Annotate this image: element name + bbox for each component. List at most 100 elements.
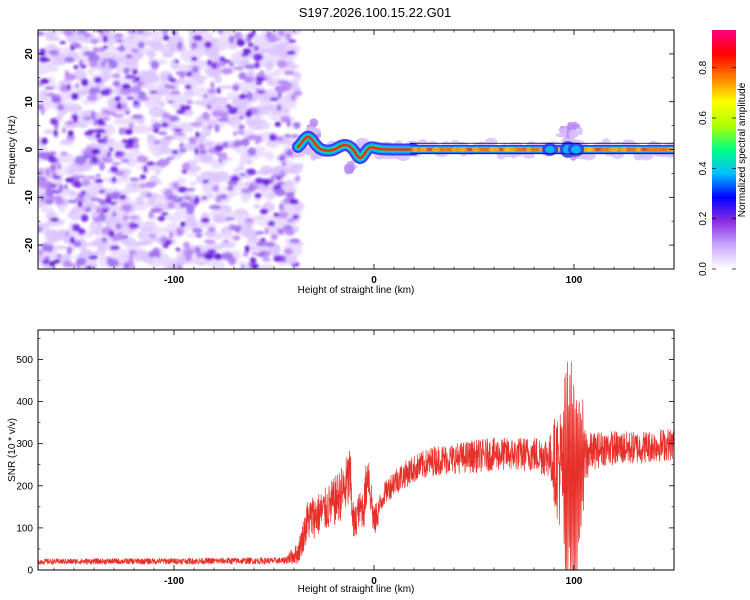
noise-blob bbox=[201, 196, 207, 200]
noise-blob bbox=[137, 41, 145, 49]
noise-blob bbox=[290, 93, 296, 102]
noise-blob bbox=[250, 263, 260, 269]
noise-blob bbox=[153, 140, 161, 145]
noise-blob bbox=[246, 134, 259, 141]
noise-blob bbox=[175, 247, 181, 252]
noise-blob bbox=[189, 122, 202, 126]
signal-spot bbox=[411, 147, 419, 152]
noise-blob bbox=[238, 72, 246, 80]
noise-blob bbox=[44, 86, 55, 90]
signal-bump bbox=[545, 145, 555, 154]
noise-blob bbox=[238, 94, 247, 99]
noise-blob bbox=[66, 84, 71, 91]
spectrogram-x-tick-label: 100 bbox=[566, 275, 583, 286]
noise-blob bbox=[42, 151, 49, 157]
noise-blob bbox=[273, 212, 279, 218]
noise-blob bbox=[111, 74, 118, 78]
noise-blob bbox=[228, 62, 235, 67]
noise-blob bbox=[105, 196, 112, 204]
noise-blob bbox=[270, 175, 275, 184]
noise-blob bbox=[162, 122, 168, 128]
noise-blob bbox=[224, 217, 236, 221]
signal-spot bbox=[451, 147, 459, 152]
noise-blob bbox=[162, 35, 170, 41]
noise-blob bbox=[214, 124, 220, 133]
noise-blob bbox=[124, 74, 135, 79]
noise-blob bbox=[258, 263, 277, 269]
noise-blob bbox=[179, 104, 187, 110]
noise-blob bbox=[291, 263, 300, 267]
noise-blob bbox=[45, 199, 54, 205]
noise-blob bbox=[109, 201, 117, 205]
noise-blob bbox=[136, 155, 149, 163]
noise-blob bbox=[52, 175, 62, 180]
noise-blob bbox=[70, 46, 75, 51]
signal-spot bbox=[601, 147, 611, 152]
noise-blob bbox=[158, 101, 166, 108]
noise-blob bbox=[131, 48, 139, 54]
noise-blob bbox=[74, 196, 85, 203]
noise-blob bbox=[92, 251, 99, 257]
noise-blob bbox=[284, 149, 295, 157]
noise-blob bbox=[40, 194, 45, 202]
noise-blob bbox=[208, 181, 220, 186]
noise-blob bbox=[259, 208, 269, 215]
noise-blob bbox=[66, 134, 76, 141]
noise-blob bbox=[108, 60, 118, 69]
noise-blob bbox=[220, 67, 233, 75]
noise-blob bbox=[59, 40, 66, 45]
noise-blob bbox=[108, 230, 115, 238]
noise-blob bbox=[123, 214, 129, 222]
noise-blob bbox=[129, 177, 140, 182]
signal-haze bbox=[555, 133, 568, 138]
noise-blob bbox=[65, 177, 74, 183]
noise-blob bbox=[137, 231, 146, 240]
noise-blob bbox=[172, 182, 180, 189]
noise-blob bbox=[67, 168, 77, 174]
noise-blob bbox=[237, 130, 245, 135]
noise-blob bbox=[230, 175, 240, 183]
noise-blob bbox=[128, 249, 137, 256]
noise-blob bbox=[86, 94, 98, 102]
noise-blob bbox=[237, 81, 255, 92]
noise-blob bbox=[246, 109, 253, 118]
noise-blob bbox=[114, 53, 127, 58]
noise-blob bbox=[286, 218, 295, 223]
noise-blob bbox=[233, 140, 244, 147]
signal-spot bbox=[505, 147, 517, 152]
noise-blob bbox=[207, 124, 213, 130]
noise-blob bbox=[161, 30, 169, 36]
noise-blob bbox=[128, 122, 134, 130]
noise-blob bbox=[56, 112, 63, 122]
spectrogram-x-tick-label: 0 bbox=[371, 275, 377, 286]
noise-blob bbox=[183, 196, 193, 201]
noise-blob bbox=[214, 76, 223, 83]
noise-blob bbox=[64, 73, 77, 81]
signal-spot bbox=[471, 147, 481, 152]
noise-blob bbox=[233, 107, 238, 111]
noise-blob bbox=[189, 180, 198, 187]
noise-blob bbox=[75, 257, 87, 266]
noise-blob bbox=[278, 30, 285, 37]
noise-blob bbox=[209, 204, 221, 210]
noise-blob bbox=[112, 211, 117, 217]
noise-blob bbox=[206, 140, 214, 148]
noise-blob bbox=[90, 110, 96, 120]
noise-blob bbox=[84, 131, 93, 136]
noise-blob bbox=[119, 195, 126, 200]
noise-blob bbox=[198, 143, 206, 150]
noise-blob bbox=[219, 56, 226, 62]
noise-blob bbox=[46, 212, 58, 220]
noise-blob bbox=[275, 176, 282, 180]
noise-blob bbox=[254, 170, 270, 176]
snr-y-tick-label: 200 bbox=[16, 481, 33, 492]
noise-blob bbox=[62, 154, 76, 162]
noise-blob bbox=[148, 106, 166, 118]
signal-spot bbox=[635, 147, 642, 152]
noise-blob bbox=[180, 221, 186, 228]
signal-haze bbox=[562, 126, 568, 132]
noise-blob bbox=[175, 177, 187, 185]
signal-spot bbox=[619, 147, 628, 152]
noise-blob bbox=[69, 236, 75, 244]
noise-blob bbox=[187, 30, 205, 34]
